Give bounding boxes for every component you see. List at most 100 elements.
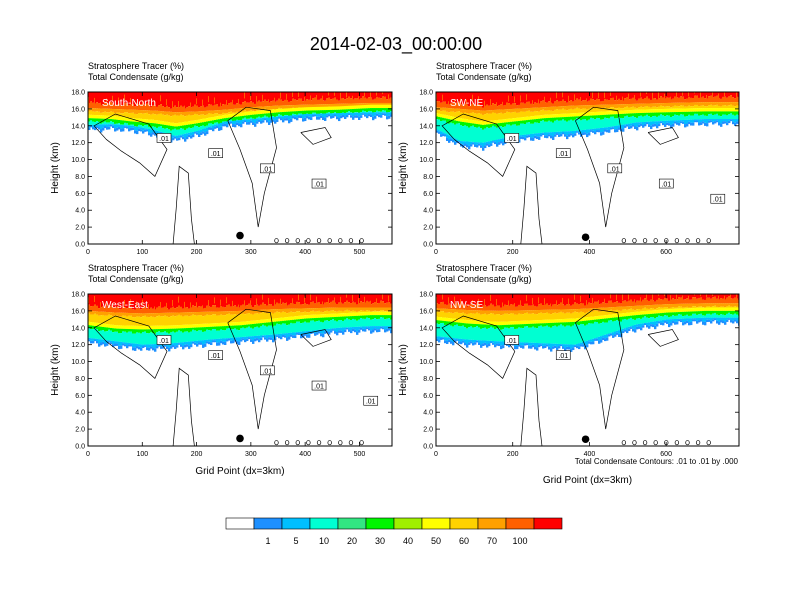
surface-contour: [306, 440, 311, 446]
contour-label-box: [260, 365, 275, 376]
y-axis-label: Height (km): [50, 344, 61, 396]
contour-label-box: [156, 335, 172, 345]
y-tick-label: 16.0: [419, 106, 433, 113]
contour-label-box: [260, 163, 275, 174]
figure-title: 2014-02-03_00:00:00: [310, 34, 482, 55]
x-tick-label: 600: [660, 451, 672, 458]
x-tick-label: 400: [299, 451, 311, 458]
surface-contour: [316, 440, 322, 446]
surface-contour: [274, 440, 279, 446]
location-marker: [581, 435, 590, 444]
panel-name: SW-NE: [450, 98, 483, 109]
contour-label: .01: [159, 136, 169, 143]
contour-label-box: [311, 380, 327, 391]
plot-frame: [435, 293, 740, 447]
y-tick-label: 4.0: [75, 208, 85, 215]
condensate-contour: [441, 113, 516, 177]
contour-label-box: [208, 148, 223, 158]
contour-label-box: [311, 178, 327, 189]
panel-name: South-North: [102, 98, 156, 109]
y-tick-label: 10.0: [71, 359, 85, 366]
colorbar-cell: [505, 517, 535, 530]
x-tick-label: 300: [245, 451, 257, 458]
y-tick-label: 12.0: [71, 140, 85, 147]
panel-label-condensate: Total Condensate (g/kg): [88, 274, 184, 284]
surface-contour: [685, 440, 690, 446]
colorbar-label: 60: [459, 536, 469, 546]
surface-contour: [348, 238, 354, 244]
contour-label-box: [658, 178, 674, 189]
surface-contour: [642, 238, 648, 244]
colorbar-cell: [253, 517, 283, 530]
surface-contour: [695, 440, 701, 446]
plot-frame: [87, 293, 393, 447]
surface-contour: [295, 440, 300, 446]
surface-contour: [674, 238, 680, 244]
y-tick-label: 6.0: [423, 191, 433, 198]
surface-contour: [685, 238, 690, 244]
tracer-field: [88, 92, 392, 244]
surface-contour: [695, 238, 701, 244]
contour-label-box: [555, 148, 571, 158]
y-tick-label: 0.0: [423, 444, 433, 451]
y-tick-label: 16.0: [71, 106, 85, 113]
contour-label-box: [504, 133, 520, 143]
panel-name: West-East: [102, 300, 148, 311]
contour-label: .01: [159, 338, 169, 345]
y-tick-label: 12.0: [419, 342, 433, 349]
x-tick-label: 600: [660, 249, 672, 256]
surface-contour: [327, 238, 332, 244]
condensate-contour: [172, 367, 195, 446]
colorbar-label: 50: [431, 536, 441, 546]
colorbar-label: 10: [319, 536, 329, 546]
contour-label: .01: [661, 182, 671, 189]
colorbar-cell: [337, 517, 367, 530]
x-tick-label: 400: [584, 451, 596, 458]
contour-label-box: [156, 133, 172, 143]
y-tick-label: 6.0: [75, 393, 85, 400]
y-tick-label: 12.0: [419, 140, 433, 147]
location-marker: [236, 231, 244, 240]
y-tick-label: 0.0: [423, 242, 433, 249]
condensate-contour: [441, 315, 516, 379]
x-tick-label: 0: [86, 451, 90, 458]
condensate-contour: [93, 113, 168, 177]
colorbar-cell: [281, 517, 311, 530]
location-marker: [581, 233, 590, 242]
contour-label: .01: [314, 182, 324, 189]
x-tick-label: 200: [191, 249, 203, 256]
panel-west-east: .01 .01 .01 .01 .01 0.0 2.0 4.0 6.0 8.0 10.0 12.0 14…: [50, 263, 393, 477]
contour-label-box: [504, 335, 520, 345]
y-axis-label: Height (km): [398, 142, 409, 194]
colorbar-label: 5: [293, 536, 298, 546]
panel-label-tracer: Stratosphere Tracer (%): [436, 61, 532, 71]
colorbar-cell: [365, 517, 395, 530]
x-tick-label: 200: [507, 451, 519, 458]
panel-label-condensate: Total Condensate (g/kg): [88, 72, 184, 82]
condensate-contour: [647, 329, 679, 347]
contour-label: .01: [610, 166, 620, 173]
y-tick-label: 10.0: [71, 157, 85, 164]
x-tick-label: 500: [354, 249, 366, 256]
colorbar-cell: [225, 517, 255, 530]
surface-contour: [642, 440, 648, 446]
surface-contour: [653, 440, 658, 446]
colorbar-label: 40: [403, 536, 413, 546]
y-axis-label: Height (km): [50, 142, 61, 194]
surface-contour: [621, 440, 627, 446]
surface-contour: [295, 238, 300, 244]
y-axis-label: Height (km): [398, 344, 409, 396]
y-tick-label: 0.0: [75, 444, 85, 451]
surface-contour: [284, 238, 290, 244]
panel-south-north: .01 .01 .01 .01 0.0 2.0 4.0 6.0 8.0 10.0 12.0 14.0 1…: [50, 61, 393, 256]
surface-contour: [359, 238, 364, 244]
surface-contour: [306, 238, 311, 244]
x-tick-label: 500: [354, 451, 366, 458]
condensate-contour: [172, 165, 195, 244]
surface-contour: [621, 238, 627, 244]
y-tick-label: 2.0: [423, 427, 433, 434]
contour-label: .01: [211, 151, 221, 158]
colorbar-label: 20: [347, 536, 357, 546]
panel-name: NW-SE: [450, 300, 483, 311]
